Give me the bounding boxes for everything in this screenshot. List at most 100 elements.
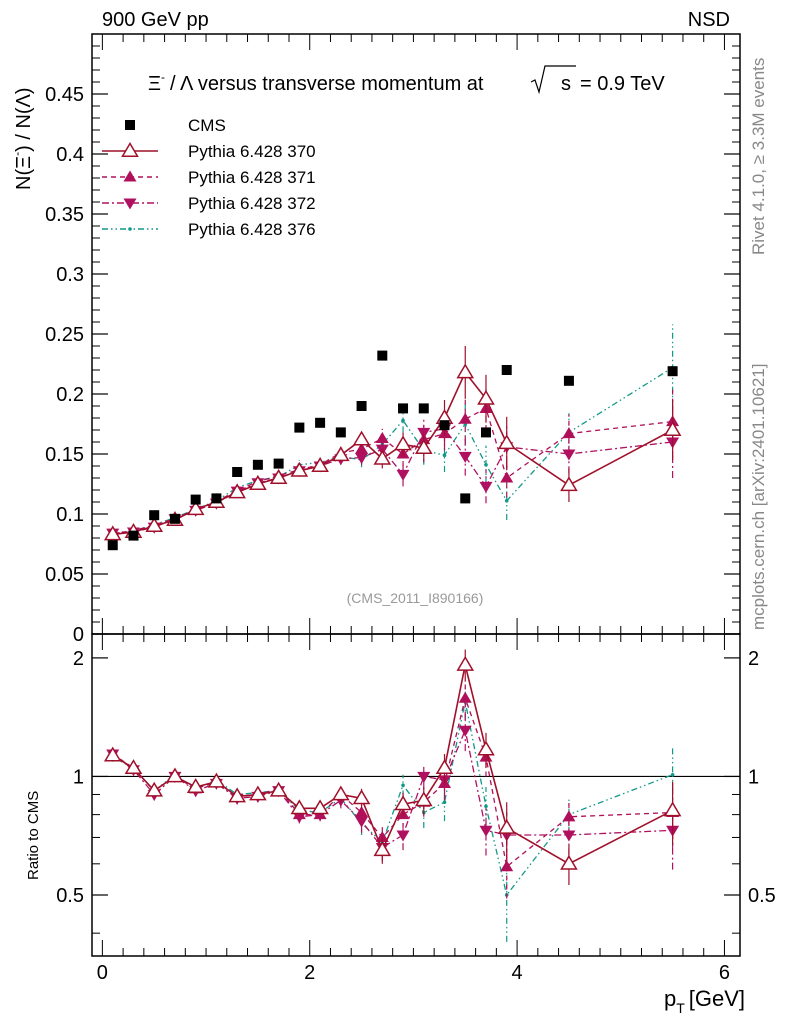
- ratio-point: [435, 759, 454, 775]
- data-point: [456, 363, 475, 379]
- main-ytick-label: 0.2: [56, 384, 84, 406]
- ratio-series-pythia-6-428-376: [110, 684, 675, 942]
- data-point: [484, 463, 488, 467]
- ratio-ytick-label: 2: [73, 648, 84, 670]
- data-point: [249, 475, 267, 490]
- ratio-point: [311, 799, 329, 815]
- data-point: [442, 453, 447, 458]
- data-point: [667, 366, 678, 377]
- data-point: [560, 476, 578, 492]
- ratio-point: [145, 781, 164, 797]
- x-axis-label: pT [GeV]: [664, 986, 745, 1016]
- ratio-axes: 0.5 0.5 1 1 2 2 0 2 4 6: [56, 634, 776, 984]
- legend-entry: Pythia 6.428 372: [102, 194, 316, 213]
- ratio-point: [562, 810, 576, 822]
- data-point: [355, 453, 369, 465]
- xtick-label: 2: [304, 962, 315, 984]
- ratio-point: [497, 818, 516, 834]
- ratio-point: [560, 854, 578, 870]
- ratio-ytick-label: 1: [73, 766, 84, 788]
- legend-label: Pythia 6.428 372: [188, 194, 316, 213]
- ratio-point: [228, 787, 246, 803]
- ylabel-part-a: N(Ξ: [13, 156, 35, 190]
- data-point: [504, 499, 509, 503]
- ratio-ytick-label-right: 2: [748, 648, 759, 670]
- ratio-point: [103, 746, 122, 762]
- data-point: [418, 403, 429, 414]
- data-point: [394, 435, 412, 451]
- legend-entry: Pythia 6.428 370: [102, 142, 316, 161]
- legend-entry: Pythia 6.428 371: [102, 168, 316, 187]
- data-point: [458, 412, 472, 424]
- legend-label: Pythia 6.428 371: [188, 168, 316, 187]
- ratio-point: [207, 772, 226, 788]
- xtick-label: 4: [512, 962, 523, 984]
- data-point: [355, 442, 369, 454]
- legend-marker: [125, 120, 135, 130]
- data-point: [107, 540, 118, 551]
- mcplots-label: mcplots.cern.ch [arXiv:2401.10621]: [749, 364, 768, 630]
- legend-marker: [128, 227, 132, 231]
- data-point: [396, 469, 410, 481]
- title-xi: Ξ: [148, 73, 161, 95]
- data-point: [373, 449, 392, 465]
- header-right: NSD: [688, 9, 730, 31]
- xlabel-sub: T: [676, 1000, 685, 1016]
- reference-label: (CMS_2011_I890166): [347, 590, 484, 606]
- series-line: [112, 428, 673, 534]
- data-point: [149, 510, 160, 521]
- title-xi-charge: -: [161, 70, 165, 84]
- ratio-point: [355, 805, 369, 818]
- legend-entry: Pythia 6.428 376: [102, 220, 316, 239]
- ratio-point: [290, 799, 309, 815]
- ratio-point: [670, 772, 675, 777]
- sqrt-sign: [530, 65, 576, 95]
- ratio-point: [394, 795, 412, 811]
- data-point: [500, 471, 514, 483]
- data-point: [663, 421, 682, 436]
- data-point: [169, 513, 180, 524]
- ratio-point: [269, 781, 288, 797]
- ratio-point: [352, 789, 371, 805]
- title-sqrt-s: s: [561, 73, 571, 95]
- title-energy: = 0.9 TeV: [580, 73, 665, 95]
- data-point: [497, 434, 516, 450]
- data-point: [401, 418, 405, 423]
- ratio-series-pythia-6-428-370: [103, 649, 682, 886]
- data-point: [414, 439, 433, 454]
- xtick-label: 6: [719, 962, 730, 984]
- legend-marker: [123, 170, 137, 182]
- y-axis-label: N(Ξ-) / N(Λ): [10, 87, 35, 190]
- data-point: [460, 493, 471, 504]
- ratio-point: [479, 825, 493, 837]
- legend-entry: CMS: [125, 116, 226, 135]
- data-point: [458, 451, 472, 463]
- data-point: [103, 525, 122, 541]
- ratio-series-layer: [103, 649, 682, 942]
- ratio-point: [124, 759, 143, 775]
- ratio-point: [186, 778, 205, 793]
- ratio-line: [112, 701, 673, 897]
- data-point: [501, 365, 512, 375]
- chart-title: Ξ- / Λ versus transverse momentum at: [148, 70, 484, 95]
- ratio-line: [112, 664, 673, 865]
- main-ytick-label: 0.25: [45, 324, 84, 346]
- ratio-point: [414, 791, 433, 807]
- ratio-point: [477, 740, 495, 756]
- data-point: [311, 457, 329, 472]
- data-point: [273, 458, 284, 469]
- data-point: [356, 401, 367, 411]
- ratio-point: [442, 800, 447, 805]
- data-point: [439, 420, 450, 431]
- data-point: [315, 417, 326, 428]
- data-point: [562, 427, 576, 439]
- data-point: [145, 517, 164, 532]
- series-line: [112, 370, 673, 536]
- ratio-point: [401, 783, 405, 788]
- main-ytick-label: 0.3: [56, 264, 84, 286]
- ylabel-part-b: ) / N(Λ): [13, 87, 35, 151]
- main-ytick-label: 0.1: [56, 504, 84, 526]
- ratio-point: [332, 785, 350, 801]
- data-point: [398, 403, 409, 414]
- data-point: [290, 461, 309, 477]
